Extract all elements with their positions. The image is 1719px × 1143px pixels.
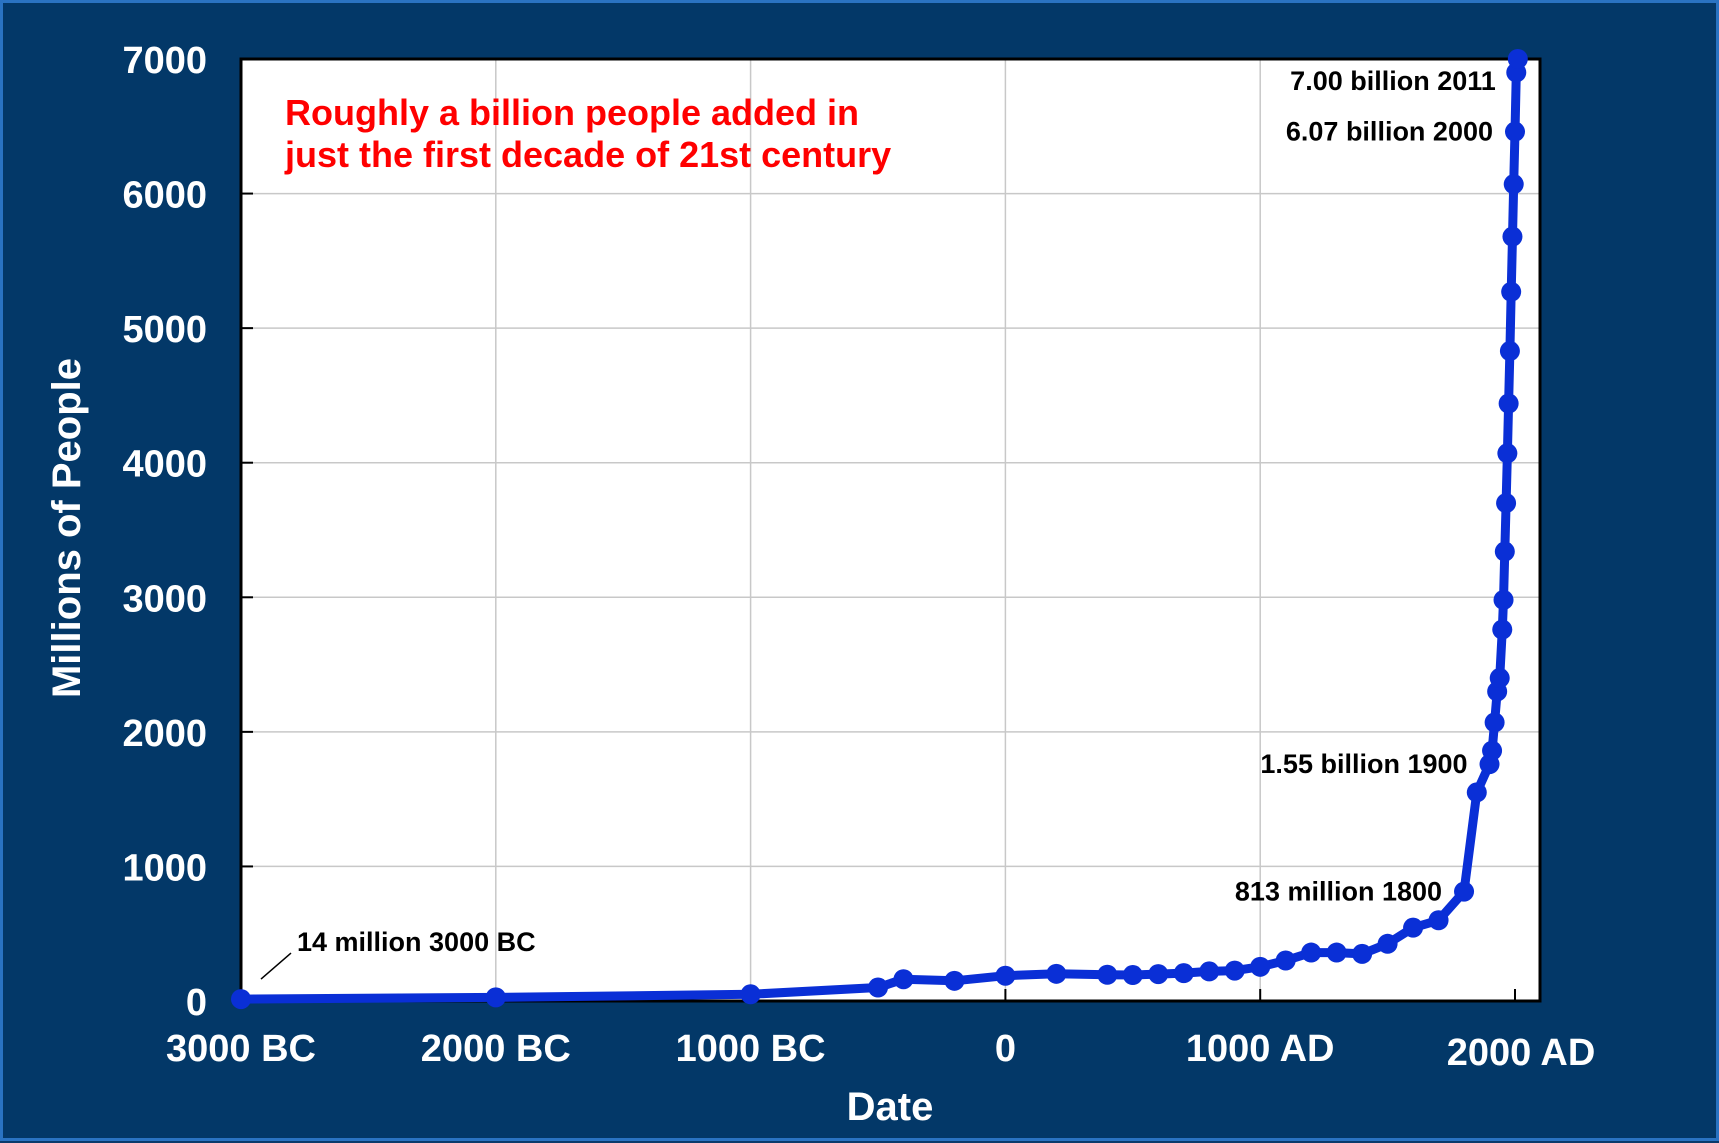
data-point bbox=[1148, 964, 1169, 985]
y-tick-label: 7000 bbox=[122, 40, 207, 82]
x-tick-label: 2000 BC bbox=[421, 1028, 571, 1070]
y-tick-label: 1000 bbox=[122, 847, 207, 889]
y-axis-ticks: 0 1000 2000 3000 4000 5000 6000 7000 bbox=[122, 40, 253, 1024]
data-point bbox=[1499, 341, 1520, 362]
data-point bbox=[995, 965, 1016, 986]
data-point bbox=[1097, 964, 1118, 985]
y-tick-label: 2000 bbox=[122, 713, 207, 755]
data-point bbox=[1501, 281, 1522, 302]
data-point bbox=[1503, 174, 1524, 195]
annotation-line-2: just the first decade of 21st century bbox=[284, 134, 891, 175]
population-points bbox=[231, 49, 1528, 1010]
x-tick-label: 2000 AD bbox=[1447, 1032, 1596, 1074]
data-point bbox=[1494, 541, 1515, 562]
plot-area bbox=[241, 59, 1540, 1001]
data-point bbox=[1275, 950, 1296, 971]
point-label: 14 million 3000 BC bbox=[297, 927, 536, 957]
data-point bbox=[1250, 956, 1271, 977]
y-tick-label: 0 bbox=[186, 982, 207, 1024]
data-point bbox=[1352, 943, 1373, 964]
label-leader-line bbox=[260, 952, 292, 980]
data-point bbox=[1496, 493, 1517, 514]
data-point bbox=[868, 977, 888, 998]
data-point bbox=[1122, 965, 1143, 986]
point-label: 813 million 1800 bbox=[1235, 877, 1442, 907]
x-axis-label: Date bbox=[847, 1085, 934, 1129]
data-point bbox=[1403, 917, 1424, 938]
data-point bbox=[1454, 881, 1475, 902]
data-point bbox=[1224, 960, 1245, 981]
y-tick-label: 4000 bbox=[122, 444, 207, 486]
data-point bbox=[485, 987, 506, 1008]
data-point bbox=[1428, 910, 1449, 931]
y-axis-label: Millions of People bbox=[45, 358, 89, 698]
data-point bbox=[740, 984, 761, 1005]
data-point bbox=[1484, 712, 1505, 733]
data-point bbox=[1046, 963, 1067, 984]
data-point bbox=[1173, 963, 1194, 984]
plot-border bbox=[239, 57, 1542, 1003]
data-point bbox=[1199, 961, 1220, 982]
y-tick-label: 5000 bbox=[122, 309, 207, 351]
data-point bbox=[1466, 782, 1487, 803]
point-label: 6.07 billion 2000 bbox=[1286, 117, 1493, 147]
population-chart: 3000 BC 2000 BC 1000 BC 0 1000 AD 2000 AD 0 10… bbox=[45, 40, 1595, 1129]
data-point bbox=[893, 969, 914, 990]
x-tick-label: 1000 BC bbox=[676, 1028, 826, 1070]
data-point bbox=[1507, 49, 1528, 69]
data-point bbox=[1489, 668, 1510, 689]
data-point bbox=[1497, 443, 1518, 464]
point-label: 1.55 billion 1900 bbox=[1260, 749, 1467, 779]
y-tick-label: 6000 bbox=[122, 175, 207, 217]
annotation-line-1: Roughly a billion people added in bbox=[285, 92, 859, 133]
data-point bbox=[944, 970, 965, 991]
data-point bbox=[1326, 942, 1347, 963]
data-point bbox=[231, 989, 251, 1010]
data-point bbox=[1505, 121, 1525, 142]
data-point bbox=[1482, 740, 1503, 761]
data-point bbox=[1301, 942, 1322, 963]
point-label: 7.00 billion 2011 bbox=[1290, 66, 1496, 96]
point-labels: 14 million 3000 BC 813 million 1800 1.55 b… bbox=[260, 66, 1496, 980]
x-axis-ticks: 3000 BC 2000 BC 1000 BC 0 1000 AD 2000 AD bbox=[166, 989, 1595, 1074]
data-point bbox=[1377, 933, 1398, 954]
data-point bbox=[1498, 393, 1519, 414]
x-tick-label: 1000 AD bbox=[1186, 1028, 1335, 1070]
y-tick-label: 3000 bbox=[122, 578, 207, 620]
x-tick-label: 3000 BC bbox=[166, 1028, 316, 1070]
data-point bbox=[1492, 619, 1513, 640]
data-point bbox=[1502, 226, 1523, 247]
data-point bbox=[1493, 589, 1514, 610]
x-tick-label: 0 bbox=[995, 1028, 1016, 1070]
gridlines bbox=[241, 59, 1540, 1001]
